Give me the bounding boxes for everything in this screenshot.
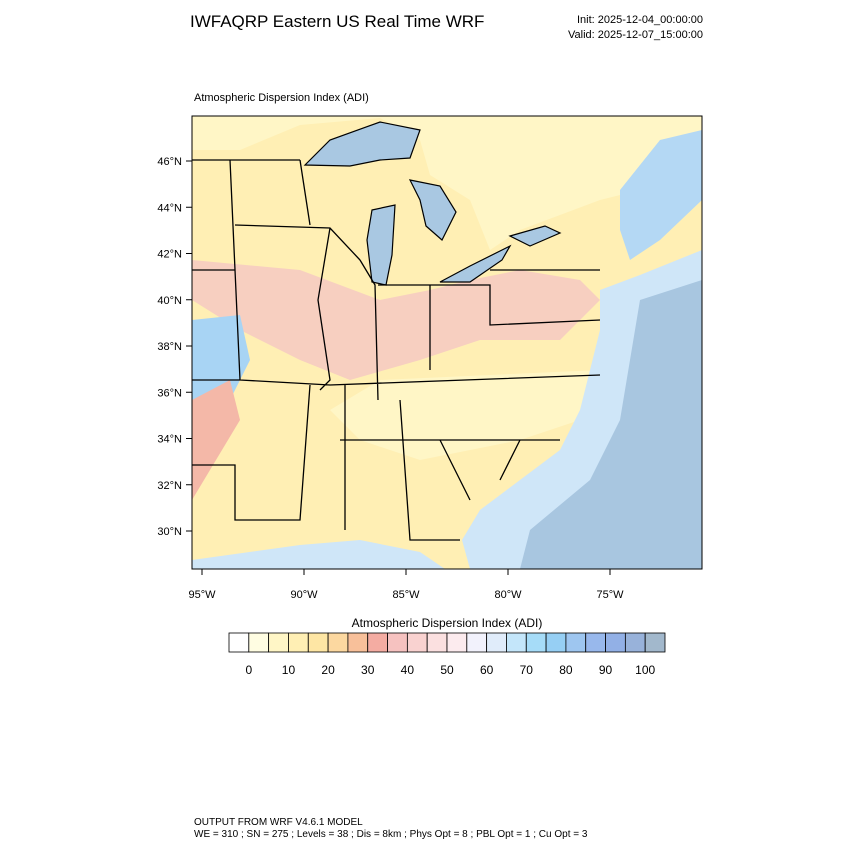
- colorbar-box: [506, 632, 527, 653]
- lat-label: 38°N: [157, 341, 182, 353]
- lat-label: 40°N: [157, 295, 182, 307]
- colorbar-label: 0: [245, 663, 252, 677]
- lon-label: 85°W: [392, 589, 420, 601]
- map-title: Atmospheric Dispersion Index (ADI): [194, 92, 369, 104]
- lat-label: 44°N: [157, 202, 182, 214]
- pink-band: [192, 260, 600, 380]
- init-time: Init: 2025-12-04_00:00:00: [577, 14, 703, 26]
- gulf: [192, 540, 445, 569]
- colorbar-box: [268, 632, 289, 653]
- colorbar-box: [406, 632, 428, 653]
- ocean-far: [520, 280, 702, 569]
- blue-newengland: [620, 130, 702, 260]
- colorbar-box: [288, 632, 309, 653]
- colorbar-box: [387, 632, 408, 653]
- colorbar-box: [545, 632, 567, 653]
- colorbar-box: [307, 632, 329, 653]
- colorbar-box: [347, 632, 369, 653]
- lat-label: 34°N: [157, 434, 182, 446]
- colorbar-label: 100: [635, 663, 655, 677]
- colorbar-box: [248, 632, 270, 653]
- colorbar-label: 40: [401, 663, 415, 677]
- colorbar-label: 50: [440, 663, 454, 677]
- colorbar-box: [466, 632, 488, 653]
- great-lakes: [303, 121, 562, 286]
- colorbar-label: 80: [559, 663, 573, 677]
- colorbar-box: [585, 632, 606, 653]
- colorbar-box: [327, 632, 349, 653]
- valid-time: Valid: 2025-12-07_15:00:00: [568, 29, 703, 41]
- colorbar-box: [624, 632, 646, 653]
- lake-huron: [408, 179, 457, 241]
- lon-label: 80°W: [494, 589, 522, 601]
- lon-label: 90°W: [290, 589, 318, 601]
- lat-label: 36°N: [157, 387, 182, 399]
- colorbar-box: [367, 632, 388, 653]
- lake-superior: [303, 121, 421, 167]
- title: IWFAQRP Eastern US Real Time WRF: [190, 12, 484, 31]
- footer-line2: WE = 310 ; SN = 275 ; Levels = 38 ; Dis …: [194, 829, 588, 840]
- colorbar-box: [525, 632, 547, 653]
- colorbar-box: [565, 632, 587, 653]
- pink-patch-sw: [192, 380, 240, 500]
- colorbar: 0 10 20 30 40 50 60 70 80 90 100: [228, 632, 666, 677]
- colorbar-box: [486, 632, 507, 653]
- lat-label: 32°N: [157, 480, 182, 492]
- colorbar-label: 30: [361, 663, 375, 677]
- map: [192, 116, 702, 569]
- colorbar-box: [446, 632, 468, 653]
- light-south: [330, 370, 600, 460]
- colorbar-label: 70: [520, 663, 534, 677]
- colorbar-box: [605, 632, 626, 653]
- lake-erie: [439, 244, 512, 283]
- lake-ontario: [508, 225, 562, 247]
- map-frame: [191, 115, 703, 570]
- colorbar-title: Atmospheric Dispersion Index (ADI): [352, 616, 543, 630]
- canada: [192, 116, 702, 250]
- footer-line1: OUTPUT FROM WRF V4.6.1 MODEL: [194, 817, 363, 828]
- lon-label: 95°W: [188, 589, 216, 601]
- colorbar-label: 60: [480, 663, 494, 677]
- lon-label: 75°W: [596, 589, 624, 601]
- colorbar-box: [228, 632, 250, 653]
- lat-label: 30°N: [157, 526, 182, 538]
- colorbar-box: [426, 632, 448, 653]
- colorbar-box: [644, 632, 666, 653]
- lat-label: 42°N: [157, 249, 182, 261]
- lat-label: 46°N: [157, 156, 182, 168]
- colorbar-label: 90: [599, 663, 613, 677]
- colorbar-label: 20: [321, 663, 335, 677]
- state-borders: [192, 159, 601, 541]
- map-axes: 30°N 32°N 34°N 36°N 38°N 40°N 42°N 44°N 46°N 95°W…: [157, 156, 624, 601]
- colorbar-label: 10: [282, 663, 296, 677]
